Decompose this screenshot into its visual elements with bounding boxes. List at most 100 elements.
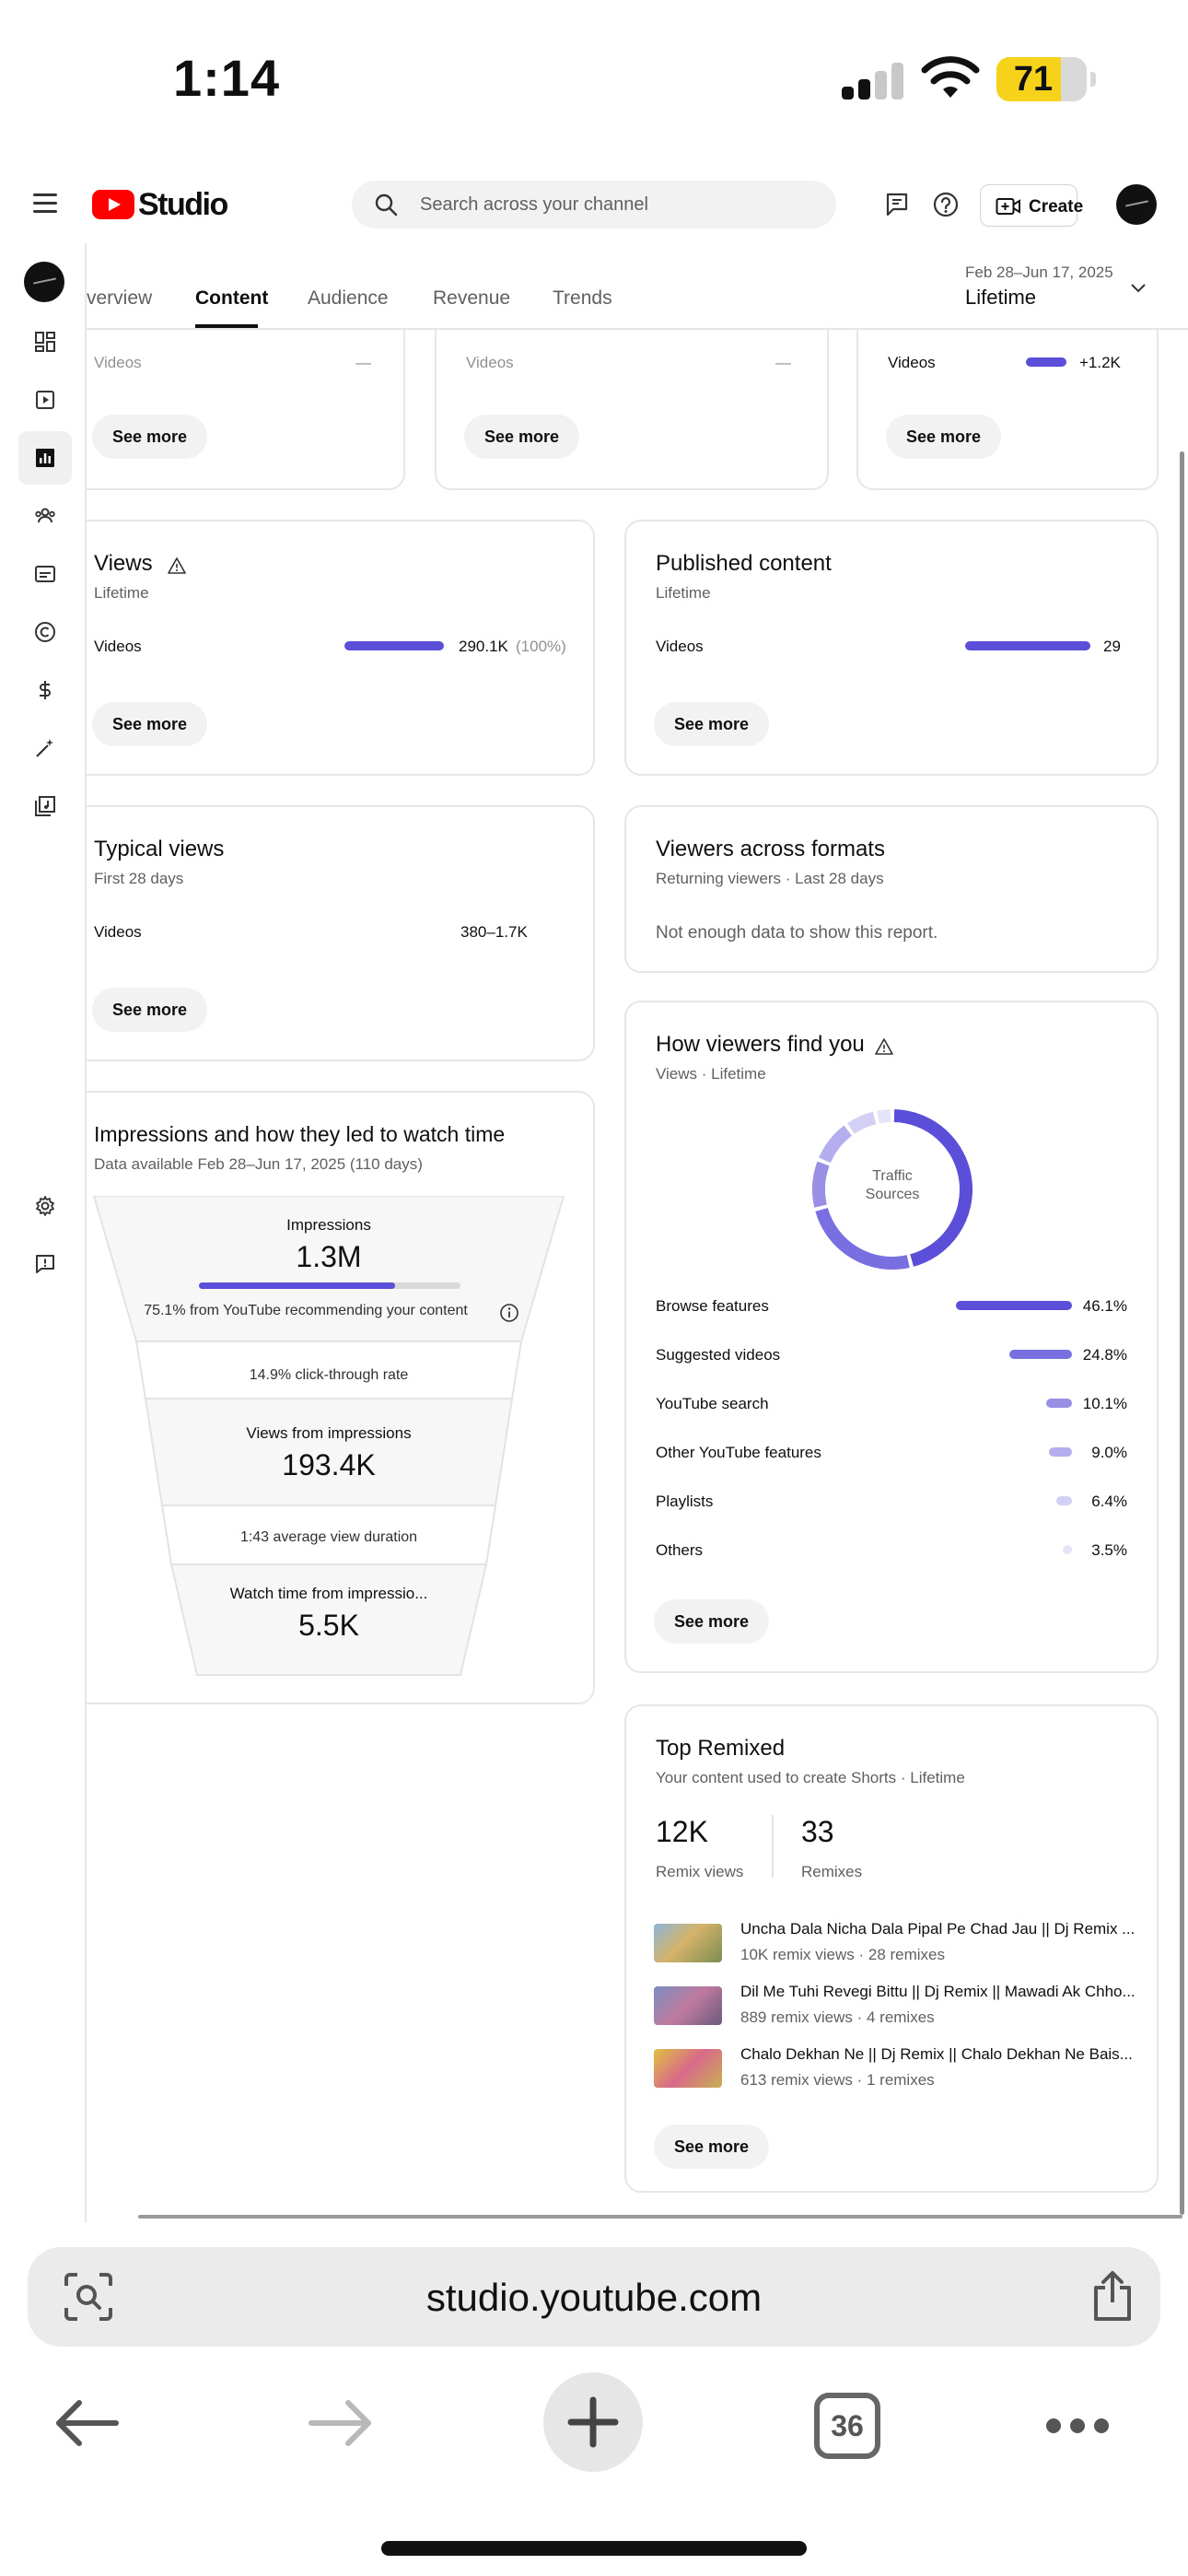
impressions-funnel — [92, 1196, 565, 1676]
see-more-button[interactable]: See more — [92, 988, 208, 1032]
see-more-button[interactable]: See more — [654, 2125, 770, 2169]
published-bar — [965, 641, 1090, 650]
traffic-source-label: Playlists — [656, 1493, 714, 1510]
remix-views-value: 12K — [656, 1815, 708, 1848]
donut-slice — [847, 1111, 877, 1134]
published-value: 29 — [1103, 638, 1121, 655]
traffic-source-label: Browse features — [656, 1297, 769, 1315]
row-label: Videos — [466, 354, 514, 371]
donut-slice — [815, 1207, 910, 1270]
share-icon[interactable] — [1089, 2269, 1136, 2323]
analytics-icon — [36, 449, 54, 467]
create-button[interactable]: Create — [980, 184, 1083, 227]
nav-customization[interactable] — [18, 721, 72, 775]
see-more-button[interactable]: See more — [654, 1599, 770, 1644]
nav-send-feedback[interactable] — [18, 1237, 72, 1291]
wifi-icon — [921, 56, 980, 98]
subtitles-icon — [35, 566, 55, 582]
feedback-icon[interactable] — [882, 190, 912, 219]
tabs-button[interactable]: 36 — [814, 2393, 880, 2459]
dollar-icon — [40, 681, 51, 699]
horizontal-scrollbar[interactable] — [138, 2215, 1182, 2219]
row-label: Videos — [94, 354, 142, 371]
see-more-button[interactable]: See more — [464, 415, 580, 459]
video-thumbnail — [654, 2049, 722, 2088]
see-more-button[interactable]: See more — [92, 702, 208, 746]
card-subtitle: First 28 days — [94, 870, 184, 887]
browser-toolbar: studio.youtube.com 36 — [0, 2222, 1188, 2576]
see-more-button[interactable]: See more — [886, 415, 1002, 459]
avd-text: 1:43 average view duration — [239, 1529, 418, 1545]
row-label: Videos — [656, 638, 704, 655]
remix-title: Chalo Dekhan Ne || Dj Remix || Chalo Dek… — [740, 2045, 1133, 2063]
info-icon[interactable] — [499, 1303, 519, 1323]
tab-audience[interactable]: Audience — [308, 287, 389, 309]
typical-views-value: 380–1.7K — [460, 923, 528, 941]
views-value: 290.1K — [459, 638, 508, 655]
impressions-value: 1.3M — [296, 1240, 362, 1273]
nav-settings[interactable] — [18, 1179, 72, 1233]
views-from-impressions-label: Views from impressions — [246, 1424, 412, 1442]
report-icon — [36, 1255, 54, 1273]
row-label: Videos — [94, 638, 142, 655]
nav-audio-library[interactable] — [18, 779, 72, 833]
active-tab-indicator — [195, 324, 258, 328]
remix-item[interactable]: Chalo Dekhan Ne || Dj Remix || Chalo Dek… — [654, 2045, 1142, 2097]
forward-icon[interactable] — [308, 2399, 374, 2447]
views-bar — [344, 641, 444, 650]
magic-wand-icon — [36, 739, 53, 757]
remix-meta: 10K remix views · 28 remixes — [740, 1946, 946, 1963]
card-subtitle: Returning viewers · Last 28 days — [656, 870, 884, 887]
nav-content[interactable] — [18, 373, 72, 427]
watch-time-value: 5.5K — [298, 1609, 359, 1642]
nav-dashboard[interactable] — [18, 315, 72, 369]
help-icon[interactable] — [931, 190, 961, 219]
status-bar: 1:14 71 — [0, 0, 1188, 166]
back-icon[interactable] — [53, 2399, 120, 2447]
visual-lookup-icon[interactable] — [63, 2273, 114, 2321]
new-tab-button[interactable] — [543, 2372, 643, 2472]
remix-views-label: Remix views — [656, 1863, 744, 1880]
ctr-text: 14.9% click-through rate — [249, 1367, 409, 1383]
card-subtitle: Lifetime — [94, 584, 149, 602]
nav-subtitles[interactable] — [18, 547, 72, 601]
warning-icon[interactable] — [168, 556, 186, 575]
more-icon[interactable] — [1046, 2418, 1118, 2438]
nav-copyright[interactable] — [18, 605, 72, 659]
nav-community[interactable] — [18, 489, 72, 543]
remix-meta: 889 remix views · 4 remixes — [740, 2008, 935, 2026]
row-label: Videos — [94, 923, 142, 941]
recommendation-bar — [199, 1282, 460, 1289]
menu-icon[interactable] — [33, 193, 57, 214]
card-title: Views — [94, 551, 153, 576]
see-more-button[interactable]: See more — [654, 702, 770, 746]
traffic-sources-card: How viewers find you Views · Lifetime Tr… — [624, 1001, 1159, 1673]
donut-slice — [877, 1109, 891, 1124]
traffic-source-percent: 9.0% — [1091, 1444, 1127, 1461]
remix-title: Dil Me Tuhi Revegi Bittu || Dj Remix || … — [740, 1983, 1136, 2000]
channel-avatar[interactable] — [24, 262, 64, 302]
tab-content[interactable]: Content — [195, 287, 269, 309]
nav-earn[interactable] — [18, 663, 72, 717]
address-bar[interactable]: studio.youtube.com — [28, 2247, 1160, 2347]
copyright-icon — [35, 622, 55, 642]
traffic-source-label: Suggested videos — [656, 1346, 781, 1364]
search-input[interactable]: Search across your channel — [352, 181, 836, 228]
account-avatar[interactable] — [1116, 184, 1157, 225]
create-video-icon — [996, 198, 1020, 215]
nav-analytics[interactable] — [18, 431, 72, 485]
tab-revenue[interactable]: Revenue — [433, 287, 511, 309]
remix-item[interactable]: Uncha Dala Nicha Dala Pipal Pe Chad Jau … — [654, 1920, 1142, 1972]
tab-trends[interactable]: Trends — [553, 287, 612, 309]
recommendation-bar-fill — [199, 1282, 396, 1289]
battery-icon: 71 — [996, 57, 1096, 101]
studio-logo[interactable]: Studio — [92, 187, 228, 222]
vertical-scrollbar[interactable] — [1180, 451, 1184, 2215]
warning-icon[interactable] — [875, 1037, 893, 1056]
left-sidebar — [0, 243, 87, 2222]
remix-item[interactable]: Dil Me Tuhi Revegi Bittu || Dj Remix || … — [654, 1983, 1142, 2034]
impressions-label: Impressions — [286, 1216, 371, 1234]
tab-overview[interactable]: verview — [87, 287, 153, 309]
card-title: Published content — [656, 551, 832, 576]
see-more-button[interactable]: See more — [92, 415, 208, 459]
